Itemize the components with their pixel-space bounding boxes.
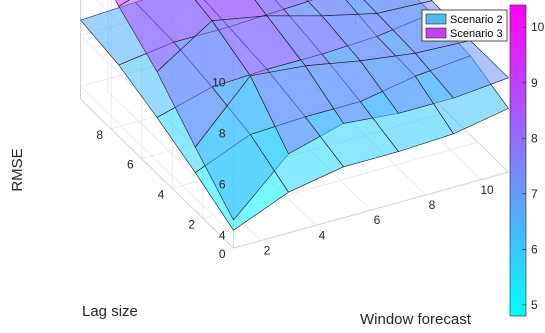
y-tick-label: 8 (96, 128, 103, 142)
z-tick-label: 4 (219, 228, 226, 242)
x-tick-label: 8 (429, 198, 436, 212)
colorbar-tick-label: 10 (531, 20, 545, 34)
x-tick-label: 2 (264, 244, 271, 258)
tick-labels: 4 6 8 10 2 4 6 8 10 0 2 4 6 8 (96, 75, 494, 261)
colorbar-tick-label: 8 (531, 131, 538, 145)
colorbar-tick-label: 6 (531, 242, 538, 256)
legend-label-scenario-2: Scenario 2 (450, 14, 503, 26)
z-tick-label: 8 (219, 126, 226, 140)
x-tick-label: 10 (480, 183, 494, 197)
y-tick-label: 6 (127, 158, 134, 172)
legend-swatch-scenario-2 (425, 13, 447, 25)
z-tick-label: 10 (212, 75, 226, 89)
colorbar-gradient (509, 4, 527, 317)
legend-label-scenario-3: Scenario 3 (450, 28, 503, 40)
z-axis-label: RMSE (9, 148, 26, 191)
grid-line (80, 86, 234, 236)
z-tick-label: 6 (219, 177, 226, 191)
axis-line (80, 98, 234, 249)
y-tick-label: 2 (188, 217, 195, 231)
surface-cell-scenario-3 (115, 0, 130, 7)
y-tick-label: 0 (219, 247, 226, 261)
colorbar-tick-label: 7 (531, 187, 538, 201)
colorbar-tick-label: 9 (531, 76, 538, 90)
x-tick-label: 6 (374, 213, 381, 227)
y-axis-label: Lag size (82, 303, 138, 320)
x-tick-label: 4 (319, 228, 326, 242)
legend: Scenario 2 Scenario 3 (421, 9, 508, 42)
x-axis-label: Window forecast (360, 311, 472, 328)
colorbar: 5 6 7 8 9 10 (509, 4, 545, 317)
y-tick-label: 4 (158, 188, 165, 202)
surface-plots (80, 0, 509, 231)
legend-swatch-scenario-3 (425, 27, 447, 39)
colorbar-tick-label: 5 (531, 298, 538, 312)
